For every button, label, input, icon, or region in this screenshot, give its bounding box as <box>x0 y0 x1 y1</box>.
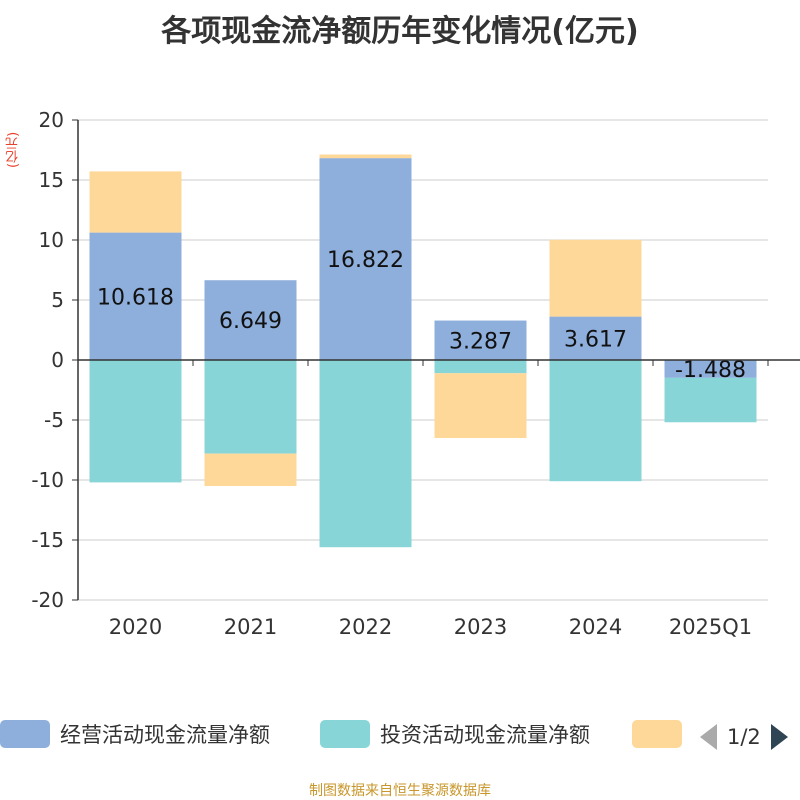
bar-series1-2020 <box>89 360 182 483</box>
legend-item-investing[interactable]: 投资活动现金流量净额 <box>320 716 590 752</box>
bar-series0-2023 <box>434 320 527 360</box>
x-tick-label-2021: 2021 <box>224 615 277 639</box>
bar-series1-2022 <box>319 360 412 548</box>
bar-series2-2022 <box>319 154 412 159</box>
bar-series2-2021 <box>204 453 297 486</box>
bar-series1-2023 <box>434 360 527 374</box>
data-source-footer: 制图数据来自恒生聚源数据库 <box>309 783 491 799</box>
legend-label-operating: 经营活动现金流量净额 <box>60 723 270 747</box>
data-label-2020: 10.618 <box>97 285 174 310</box>
legend-pager: 1/2 <box>700 720 788 754</box>
chart-title: 各项现金流净额历年变化情况(亿元) <box>161 14 639 49</box>
legend-swatch-investing <box>320 720 370 748</box>
x-tick-label-2024: 2024 <box>569 615 622 639</box>
y-tick-label-2: 10 <box>39 228 64 252</box>
y-tick-label-1: 15 <box>39 168 64 192</box>
legend-label-investing: 投资活动现金流量净额 <box>380 723 590 747</box>
pager-page-indicator: 1/2 <box>727 725 761 749</box>
legend-swatch-financing <box>632 720 682 748</box>
data-label-2024: 3.617 <box>564 327 627 352</box>
bar-series0-2021 <box>204 280 297 360</box>
y-tick-label-3: 5 <box>51 288 64 312</box>
x-tick-label-2025Q1: 2025Q1 <box>669 615 752 639</box>
bar-series2-2023 <box>434 373 527 438</box>
bar-series1-2021 <box>204 360 297 454</box>
data-label-2021: 6.649 <box>219 309 282 334</box>
legend-swatch-operating <box>0 720 50 748</box>
x-tick-label-2022: 2022 <box>339 615 392 639</box>
legend-item-operating[interactable]: 经营活动现金流量净额 <box>0 716 270 752</box>
bar-series2-2020 <box>89 171 182 233</box>
bar-series0-2024 <box>549 316 642 360</box>
data-label-2023: 3.287 <box>449 329 512 354</box>
bar-series1-2025Q1 <box>664 377 757 423</box>
data-label-2022: 16.822 <box>327 248 404 273</box>
chart-canvas: 20 15 10 5 0 -5 -10 -15 -20 10.618 6.649 16.822 3.28… <box>31 108 800 639</box>
y-tick-label-4: 0 <box>51 348 64 372</box>
x-tick-label-2023: 2023 <box>454 615 507 639</box>
pager-prev-arrow-icon[interactable] <box>700 724 717 750</box>
bar-series0-2020 <box>89 232 182 360</box>
y-tick-label-7: -15 <box>31 528 64 552</box>
bar-series0-2025Q1 <box>664 360 757 378</box>
bar-series2-2024 <box>549 239 642 317</box>
legend-item-financing[interactable] <box>632 716 692 752</box>
pager-next-arrow-icon[interactable] <box>770 724 788 750</box>
bar-series0-2022 <box>319 158 412 360</box>
y-tick-label-8: -20 <box>31 588 64 612</box>
legend: 经营活动现金流量净额 投资活动现金流量净额 1/2 <box>0 716 800 756</box>
bar-series1-2024 <box>549 360 642 482</box>
y-tick-label-5: -5 <box>44 408 64 432</box>
x-tick-label-2020: 2020 <box>109 615 162 639</box>
y-tick-label-6: -10 <box>31 468 64 492</box>
y-tick-label-0: 20 <box>39 108 64 132</box>
